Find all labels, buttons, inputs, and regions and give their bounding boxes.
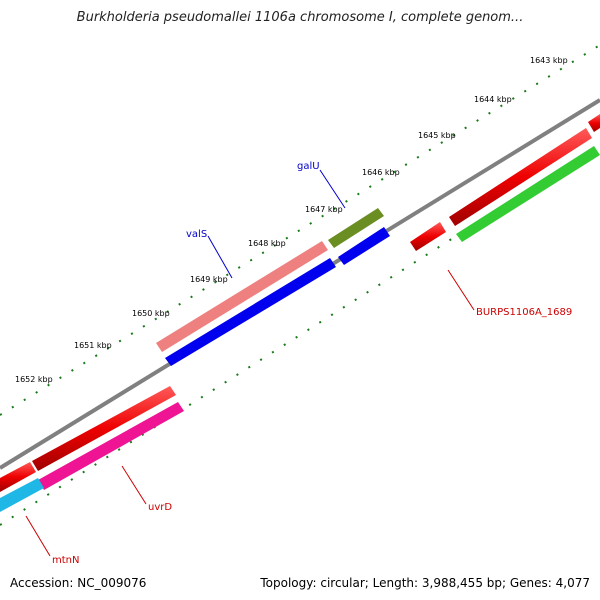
valS-leader — [207, 235, 233, 279]
gene-label-valS: valS — [186, 229, 207, 240]
galU-leader — [319, 169, 346, 209]
map-title: Burkholderia pseudomallei 1106a chromoso… — [76, 10, 524, 25]
gene-label-uvrD: uvrD — [148, 502, 172, 513]
scale-label-1651: 1651 kbp — [74, 341, 112, 350]
gene-blue-short[interactable] — [338, 227, 390, 265]
scale-label-1650: 1650 kbp — [132, 309, 170, 318]
scale-label-1648: 1648 kbp — [248, 239, 286, 248]
scale-label-1649: 1649 kbp — [190, 275, 228, 284]
scale-label-1643: 1643 kbp — [530, 56, 568, 65]
gene-label-burps: BURPS1106A_1689 — [476, 307, 572, 318]
genome-stats-text: Topology: circular; Length: 3,988,455 bp… — [260, 576, 590, 590]
scale-label-1646: 1646 kbp — [362, 168, 400, 177]
mtnN-leader — [25, 515, 51, 557]
accession-text: Accession: NC_009076 — [10, 576, 147, 590]
gene-label-mtnN: mtnN — [52, 555, 79, 566]
gene-red-top-right[interactable] — [449, 128, 592, 226]
gene-galU[interactable] — [328, 208, 384, 248]
uvrD-leader — [121, 465, 147, 505]
gene-mtnN[interactable] — [0, 478, 44, 512]
burps-leader — [447, 269, 475, 311]
scale-label-1644: 1644 kbp — [474, 95, 512, 104]
gene-red-top-edge[interactable] — [588, 114, 600, 132]
scale-label-1645: 1645 kbp — [418, 131, 456, 140]
gene-uvrD-upstream-red[interactable] — [32, 386, 176, 471]
gene-label-galU: galU — [297, 161, 320, 172]
gene-blue-long[interactable] — [165, 258, 336, 366]
gene-red-left-edge[interactable] — [0, 462, 36, 492]
gene-green[interactable] — [456, 146, 600, 242]
gene-uvrD[interactable] — [38, 402, 184, 490]
gene-valS[interactable] — [156, 241, 328, 352]
gene-BURPS1106A_1689[interactable] — [410, 222, 446, 251]
scale-label-1652: 1652 kbp — [15, 375, 53, 384]
scale-label-1647: 1647 kbp — [305, 205, 343, 214]
